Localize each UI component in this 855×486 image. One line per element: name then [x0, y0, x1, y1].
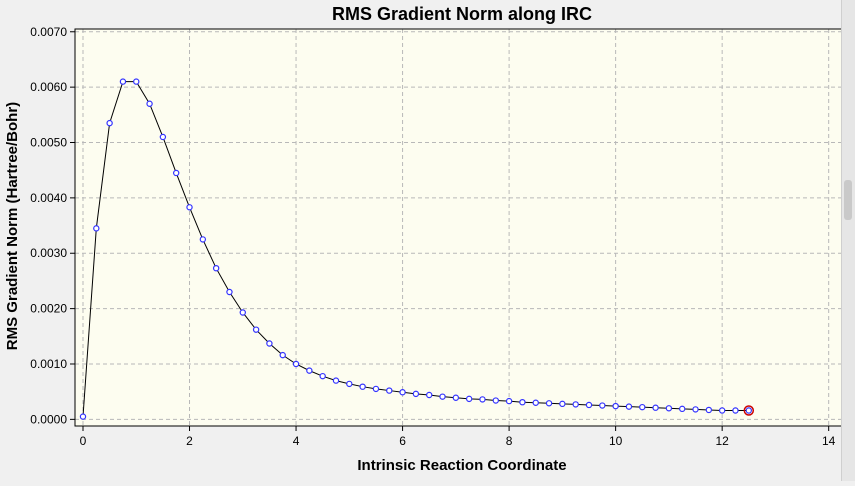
data-point — [612, 402, 619, 410]
data-point — [186, 204, 193, 211]
data-point — [652, 404, 659, 411]
data-point — [226, 288, 233, 296]
data-point — [679, 405, 686, 413]
data-point — [692, 406, 699, 413]
data-point — [332, 377, 340, 384]
data-point — [599, 402, 606, 409]
vertical-scrollbar[interactable] — [841, 0, 855, 481]
chart-title: RMS Gradient Norm along IRC — [332, 4, 592, 24]
y-tick-label: 0.0040 — [30, 191, 67, 205]
data-point — [559, 400, 566, 408]
data-point — [505, 397, 513, 405]
data-point — [79, 413, 87, 420]
data-point — [399, 389, 406, 396]
y-tick-label: 0.0050 — [30, 136, 67, 150]
data-point — [572, 401, 579, 408]
grid-lines — [75, 29, 842, 426]
data-point — [252, 326, 260, 333]
data-point — [452, 394, 460, 401]
current-point-marker — [743, 405, 755, 416]
axes: 0.0000 0.0010 0.0020 0.0030 0.0040 0.0050 0.00… — [30, 25, 843, 448]
y-tick-label: 0.0060 — [30, 80, 67, 94]
data-point — [625, 403, 633, 410]
y-tick-label: 0.0070 — [30, 25, 67, 39]
x-tick-label: 4 — [293, 434, 300, 448]
data-point — [705, 406, 713, 414]
x-tick-label: 14 — [822, 434, 836, 448]
data-point — [545, 400, 553, 407]
data-point — [492, 397, 499, 404]
data-point — [386, 387, 393, 394]
y-tick-label: 0.0020 — [30, 302, 67, 316]
data-point — [532, 399, 539, 406]
series-layer — [79, 78, 755, 420]
data-point — [745, 407, 752, 414]
x-tick-label: 10 — [609, 434, 623, 448]
x-tick-label: 6 — [399, 434, 406, 448]
data-point — [239, 309, 246, 316]
data-point — [212, 264, 220, 272]
data-point — [665, 405, 673, 412]
x-tick-label: 12 — [715, 434, 729, 448]
x-tick-label: 2 — [186, 434, 193, 448]
data-point — [372, 385, 380, 393]
data-point — [292, 360, 300, 368]
data-point — [266, 340, 273, 347]
data-point — [279, 351, 286, 359]
data-point — [199, 236, 207, 243]
x-axis-label: Intrinsic Reaction Coordinate — [357, 457, 566, 474]
data-point — [106, 119, 113, 127]
data-point — [465, 395, 473, 403]
data-point — [346, 380, 353, 388]
data-point — [359, 383, 366, 390]
scrollbar-thumb[interactable] — [844, 180, 852, 220]
data-point — [319, 372, 326, 380]
data-point — [173, 169, 180, 177]
data-point — [639, 403, 646, 411]
data-point — [519, 398, 526, 406]
y-tick-label: 0.0010 — [30, 357, 67, 371]
data-point — [585, 401, 593, 409]
data-point — [412, 390, 420, 398]
x-tick-label: 0 — [80, 434, 87, 448]
data-point — [439, 393, 446, 400]
data-point — [119, 78, 127, 85]
data-point — [159, 133, 167, 141]
y-tick-label: 0.0030 — [30, 246, 67, 260]
y-axis-label: RMS Gradient Norm (Hartree/Bohr) — [4, 102, 21, 350]
data-point — [718, 407, 726, 414]
data-point — [732, 407, 739, 414]
plot-area — [75, 29, 842, 426]
y-tick-label: 0.0000 — [30, 412, 67, 426]
x-tick-label: 8 — [506, 434, 513, 448]
data-point — [306, 367, 313, 374]
data-point — [133, 78, 140, 85]
data-point — [146, 100, 153, 107]
data-point — [426, 391, 433, 399]
data-point — [479, 396, 486, 403]
data-point — [93, 225, 100, 232]
